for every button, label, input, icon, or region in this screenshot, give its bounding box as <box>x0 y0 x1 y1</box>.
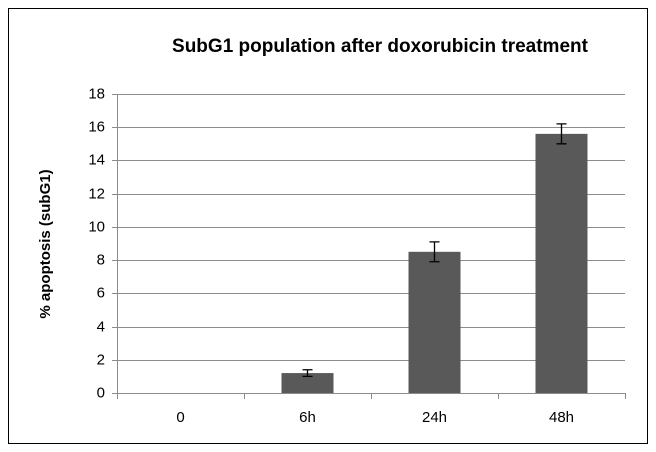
x-tick-label: 6h <box>299 409 316 426</box>
error-bar <box>429 241 440 263</box>
y-tick-label: 4 <box>97 318 105 335</box>
error-bar <box>302 369 313 378</box>
y-tick-label: 8 <box>97 251 105 268</box>
error-bar <box>556 123 567 145</box>
y-tick-label: 16 <box>88 118 105 135</box>
y-tick-label: 18 <box>88 85 105 102</box>
y-tick-label: 6 <box>97 284 105 301</box>
y-tick-label: 12 <box>88 185 105 202</box>
x-tick-label: 24h <box>422 409 447 426</box>
bar <box>281 373 334 393</box>
x-tick-label: 48h <box>549 409 574 426</box>
y-axis-label: % apoptosis (subG1) <box>37 169 54 318</box>
y-tick-label: 10 <box>88 218 105 235</box>
bar <box>535 133 588 393</box>
bar <box>408 251 461 393</box>
y-tick-label: 0 <box>97 384 105 401</box>
y-tick-label: 14 <box>88 151 105 168</box>
x-tick-label: 0 <box>176 409 184 426</box>
y-tick-label: 2 <box>97 351 105 368</box>
chart-title: SubG1 population after doxorubicin treat… <box>172 36 589 57</box>
